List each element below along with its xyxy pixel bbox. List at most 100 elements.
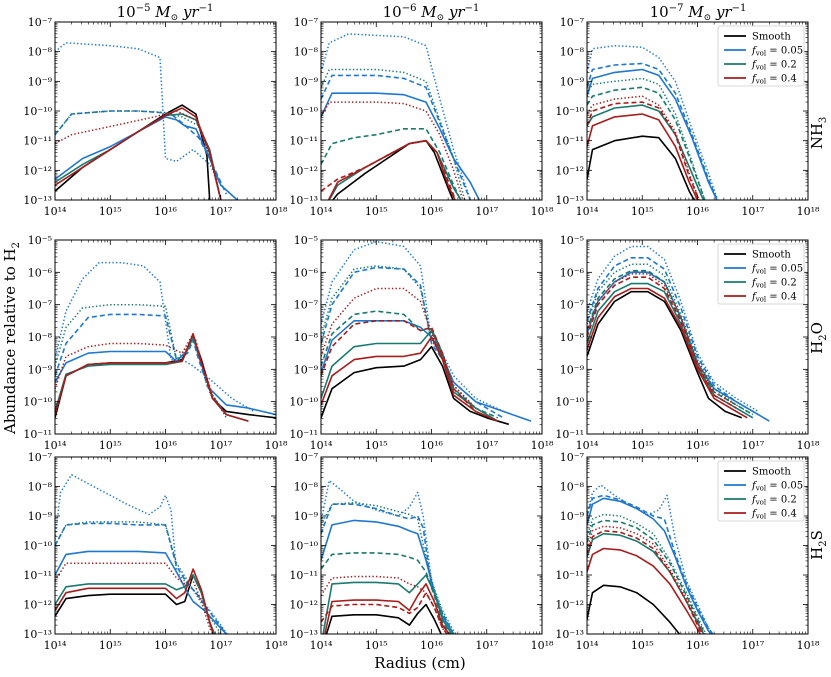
y-tick-label: 10⁻⁷ [560,16,585,29]
y-tick-label: 10⁻¹³ [23,194,52,207]
y-tick-label: 10⁻⁹ [560,75,585,88]
x-tick-label: 10¹⁵ [99,439,122,452]
series-line-f-vol-0-2-dashed [321,128,462,200]
x-tick-label: 10¹⁴ [310,439,333,452]
series-line-f-vol-0-4-solid [321,336,499,422]
x-tick-label: 10¹⁵ [99,205,122,218]
series-line-f-vol-0-2-dashed [587,519,706,634]
panel-h2s-1: 10¹⁴ 10¹⁵ 10¹⁶ 10¹⁷ 10¹⁸ 10⁻¹³ 10⁻¹² 10⁻¹¹ 10⁻¹⁰… [289,451,554,652]
legend-label: fvol = 0.2 [751,495,797,507]
series-line-f-vol-0-4-dotted [321,287,477,409]
y-tick-label: 10⁻⁸ [28,481,53,494]
y-tick-label: 10⁻⁶ [294,266,319,279]
y-tick-label: 10⁻⁹ [294,75,319,88]
y-tick-label: 10⁻⁸ [294,46,319,59]
y-tick-label: 10⁻⁸ [28,331,53,344]
series-line-f-vol-0-4-dashed [587,276,737,409]
x-tick-label: 10¹⁶ [686,205,709,218]
row-label-h2o: H2O [808,322,829,354]
series-line-f-vol-0-4-solid [55,107,222,200]
series-line-f-vol-0-05-dashed [587,62,719,200]
series-line-f-vol-0-4-solid [587,113,699,200]
x-tick-label: 10¹⁷ [209,205,232,218]
series-line-f-vol-0-4-solid [324,583,451,634]
y-tick-label: 10⁻¹¹ [555,569,584,582]
series-line-f-vol-0-05-solid [587,68,718,200]
y-tick-label: 10⁻⁹ [294,363,319,376]
x-tick-label: 10¹⁴ [576,205,599,218]
x-tick-label: 10¹⁵ [365,639,388,652]
y-tick-label: 10⁻¹³ [289,194,318,207]
x-tick-label: 10¹⁷ [475,205,498,218]
series-line-f-vol-0-4-solid [587,287,748,419]
legend-label: fvol = 0.05 [751,264,803,276]
legend-label: fvol = 0.2 [751,60,797,72]
x-tick-label: 10¹⁷ [741,205,764,218]
y-tick-label: 10⁻⁸ [294,481,319,494]
x-tick-label: 10¹⁸ [531,205,554,218]
series-line-f-vol-0-2-solid [55,336,249,422]
panel-h2o-2: 10¹⁴ 10¹⁵ 10¹⁶ 10¹⁷ 10¹⁸ 10⁻¹¹ 10⁻¹⁰ 10⁻⁹ 10⁻⁸ 10… [555,234,820,452]
series-line-f-vol-0-05-dotted [55,261,255,413]
series-line-f-vol-0-2-dotted [321,501,455,634]
series-line-f-vol-0-05-dotted [55,42,238,200]
x-tick-label: 10¹⁶ [420,205,443,218]
x-tick-label: 10¹⁶ [154,205,177,218]
x-tick-label: 10¹⁵ [631,205,654,218]
column-title-3: 10−7 M⊙ yr−1 [650,3,747,23]
plot-frame [54,21,277,201]
series-line-f-vol-0-05-solid [321,320,532,422]
x-tick-label: 10¹⁸ [265,639,288,652]
legend-label: Smooth [752,467,791,478]
panel-nh3-2: 10¹⁴ 10¹⁵ 10¹⁶ 10¹⁷ 10¹⁸ 10⁻¹³ 10⁻¹² 10⁻¹¹ 10⁻¹⁰… [555,16,820,218]
series-line-smooth-solid [587,584,681,634]
x-tick-label: 10¹⁸ [797,205,820,218]
y-tick-label: 10⁻¹² [555,164,584,177]
series-line-f-vol-0-4-dotted [55,110,222,200]
y-tick-label: 10⁻¹⁰ [555,396,584,409]
x-tick-label: 10¹⁵ [631,639,654,652]
series-line-f-vol-0-05-dashed [321,74,471,200]
series-line-smooth-solid [55,574,215,634]
series-line-f-vol-0-05-solid [321,92,481,200]
legend-label: fvol = 0.05 [751,481,803,493]
y-tick-label: 10⁻¹² [23,164,52,177]
legend-label: fvol = 0.4 [751,292,797,304]
series-line-f-vol-0-4-dashed [321,139,457,200]
y-tick-label: 10⁻¹⁰ [23,105,52,118]
legend-label: fvol = 0.05 [751,46,803,58]
y-tick-label: 10⁻¹⁰ [289,396,318,409]
panel-nh3-0: 10¹⁴ 10¹⁵ 10¹⁶ 10¹⁷ 10¹⁸ 10⁻¹³ 10⁻¹² 10⁻¹¹ 10⁻¹⁰… [23,16,288,218]
series-line-f-vol-0-05-dashed [587,257,759,416]
x-tick-label: 10¹⁸ [797,639,820,652]
series-line-f-vol-0-4-dotted [587,525,704,634]
row-label-nh3: NH3 [808,117,829,150]
y-tick-label: 10⁻⁵ [28,234,52,247]
x-tick-label: 10¹⁸ [265,205,288,218]
series-line-f-vol-0-2-solid [587,104,705,200]
x-tick-label: 10¹⁷ [209,439,232,452]
y-tick-label: 10⁻⁹ [560,510,585,523]
series-line-f-vol-0-2-dotted [55,303,227,419]
series-line-f-vol-0-2-dashed [321,552,451,634]
x-tick-label: 10¹⁶ [154,639,177,652]
series-line-f-vol-0-05-dashed [587,494,714,634]
y-tick-label: 10⁻⁹ [28,75,53,88]
x-tick-label: 10¹⁷ [741,639,764,652]
x-tick-label: 10¹⁷ [475,639,498,652]
series-line-f-vol-0-4-dotted [321,101,464,200]
y-tick-label: 10⁻¹⁰ [289,105,318,118]
x-tick-label: 10¹⁵ [99,639,122,652]
x-tick-label: 10¹⁴ [310,639,333,652]
plot-frame [320,456,543,635]
series-line-f-vol-0-2-dotted [587,77,706,200]
series-line-f-vol-0-05-solid [587,497,712,634]
legend-label: fvol = 0.4 [751,509,797,521]
series-line-f-vol-0-4-dashed [587,530,703,634]
y-tick-label: 10⁻⁶ [28,266,53,279]
y-axis-label: Abundance relative to H2 [1,242,22,435]
x-tick-label: 10¹⁵ [365,439,388,452]
y-tick-label: 10⁻¹⁰ [555,105,584,118]
x-tick-label: 10¹⁶ [686,439,709,452]
legend-label: fvol = 0.4 [751,74,797,86]
